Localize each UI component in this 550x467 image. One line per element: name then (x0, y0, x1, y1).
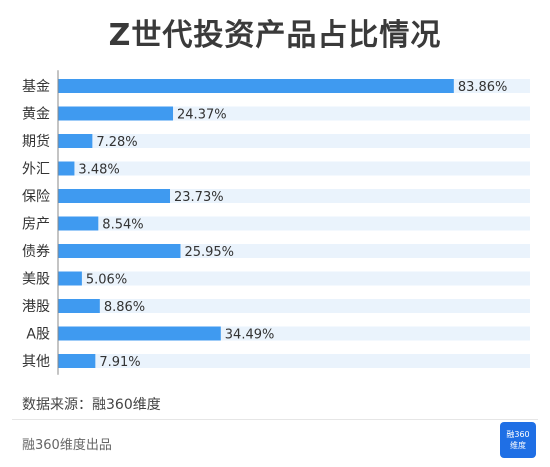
bar-4 (58, 161, 75, 176)
category-label: 外汇 (22, 162, 50, 178)
category-label: A股 (26, 327, 50, 343)
bar-track (58, 134, 530, 148)
logo-line-2: 维度 (510, 441, 526, 450)
value-label: 24.37% (177, 108, 227, 123)
bar-11 (58, 354, 96, 368)
bar-2 (58, 106, 174, 121)
category-label: 保险 (22, 189, 50, 205)
value-label: 8.54% (102, 218, 143, 233)
logo-line-1: 融360 (506, 430, 530, 439)
bar-track (58, 189, 530, 203)
bar-1 (58, 79, 454, 93)
bar-8 (58, 271, 82, 286)
category-label: 港股 (22, 299, 50, 315)
value-label: 7.91% (99, 355, 140, 370)
bar-track (58, 216, 530, 231)
value-label: 23.73% (174, 190, 224, 205)
category-label: 债券 (22, 244, 50, 260)
bar-10 (58, 326, 221, 341)
value-label: 83.86% (458, 80, 508, 95)
bar-track (58, 106, 530, 121)
category-label: 期货 (22, 133, 50, 150)
bar-track (58, 271, 530, 286)
value-label: 5.06% (86, 273, 127, 288)
footer-divider (12, 419, 538, 420)
value-label: 25.95% (184, 245, 234, 260)
bar-9 (58, 299, 100, 313)
bar-6 (58, 216, 99, 231)
value-label: 8.86% (104, 300, 145, 315)
footer-credit: 融360维度出品 (22, 438, 112, 453)
bar-chart: 基金 83.86% 黄金 24.37% 期货 7.28% 外汇 3.48% 保险 23.73% 房产… (22, 70, 530, 375)
brand-logo: 融360 维度 (500, 422, 536, 458)
value-label: 34.49% (225, 328, 275, 343)
value-label: 3.48% (78, 163, 119, 178)
bar-3 (58, 134, 93, 148)
bar-track (58, 354, 530, 368)
bar-track (58, 161, 530, 176)
category-label: 美股 (22, 272, 50, 288)
chart-title: Z世代投资产品占比情况 (108, 18, 442, 53)
bar-track (58, 299, 530, 313)
category-label: 基金 (22, 78, 50, 95)
value-label: 7.28% (96, 135, 137, 150)
bar-7 (58, 244, 181, 258)
category-label: 其他 (22, 354, 50, 370)
category-label: 黄金 (22, 106, 50, 123)
data-source-note: 数据来源：融360维度 (22, 397, 161, 413)
bar-5 (58, 189, 171, 203)
category-label: 房产 (22, 217, 50, 233)
